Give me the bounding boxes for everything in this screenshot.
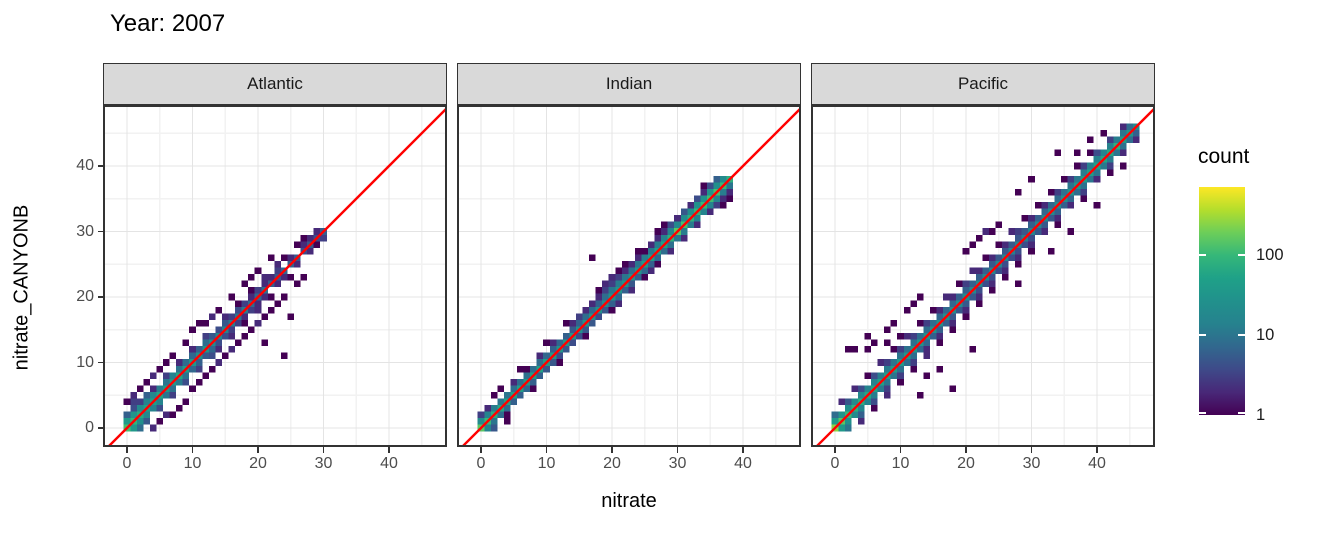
panel-plot-area bbox=[811, 105, 1155, 447]
y-axis-title: nitrate_CANYONB bbox=[10, 204, 33, 371]
identity-line bbox=[460, 106, 801, 447]
facet-strip-label: Pacific bbox=[957, 74, 1009, 93]
chart-title: Year: 2007 bbox=[110, 10, 226, 37]
y-axis-tick bbox=[97, 230, 103, 233]
facet-strip-atlantic: Atlantic bbox=[103, 63, 447, 105]
legend-tick-mark bbox=[1238, 333, 1245, 336]
x-axis-tick bbox=[191, 447, 194, 453]
legend-tick-mark bbox=[1238, 253, 1245, 256]
x-tick-label: 20 bbox=[603, 455, 621, 472]
panel-border bbox=[103, 105, 447, 447]
panel-border bbox=[811, 105, 1155, 447]
x-axis-tick bbox=[388, 447, 390, 453]
panel-pacific bbox=[811, 105, 1155, 447]
legend-colorbar bbox=[1199, 187, 1245, 415]
panel-plot-area bbox=[457, 105, 801, 447]
legend-tick-label: 1 bbox=[1256, 406, 1266, 424]
x-tick-label: 0 bbox=[830, 455, 840, 472]
x-axis-tick bbox=[834, 447, 836, 453]
x-tick-label: 10 bbox=[183, 455, 202, 472]
x-tick-label: 40 bbox=[1088, 455, 1106, 472]
x-axis-tick bbox=[545, 447, 548, 453]
x-tick-label: 10 bbox=[891, 455, 910, 472]
facet-strip-label: Indian bbox=[605, 74, 653, 93]
x-tick-label: 30 bbox=[1022, 455, 1041, 472]
facet-pacific: Pacific 0 10 20 30 40 bbox=[811, 63, 1155, 493]
legend-tick-mark bbox=[1199, 253, 1206, 256]
legend-tick-mark bbox=[1199, 412, 1206, 414]
legend-tick-label: 10 bbox=[1256, 325, 1275, 344]
x-axis-tick bbox=[676, 447, 679, 453]
identity-line bbox=[814, 106, 1155, 447]
x-axis-tick bbox=[257, 447, 259, 453]
facet-strip-pacific: Pacific bbox=[811, 63, 1155, 105]
x-axis-tick bbox=[1030, 447, 1033, 453]
y-tick-label: 10 bbox=[76, 353, 94, 371]
x-axis-tick bbox=[1096, 447, 1098, 453]
panel-border bbox=[457, 105, 801, 447]
legend-tick-mark bbox=[1238, 412, 1245, 414]
x-tick-label: 10 bbox=[537, 455, 556, 472]
x-tick-label: 30 bbox=[314, 455, 333, 472]
x-axis-tick bbox=[480, 447, 482, 453]
x-tick-label: 40 bbox=[734, 455, 752, 472]
identity-line bbox=[106, 106, 447, 447]
facet-atlantic: Atlantic 0 10 20 30 40 bbox=[103, 63, 447, 493]
y-axis-tick bbox=[97, 427, 103, 429]
y-axis-tick bbox=[97, 361, 103, 364]
facet-strip-label: Atlantic bbox=[247, 74, 303, 93]
x-axis-tick bbox=[742, 447, 744, 453]
x-tick-label: 20 bbox=[957, 455, 975, 472]
x-tick-label: 40 bbox=[380, 455, 398, 472]
legend-title: count bbox=[1198, 145, 1250, 168]
x-tick-label: 0 bbox=[122, 455, 132, 472]
x-axis-tick bbox=[965, 447, 967, 453]
y-tick-label: 30 bbox=[76, 222, 94, 240]
x-axis-tick bbox=[322, 447, 325, 453]
panel-plot-area bbox=[103, 105, 447, 447]
x-axis-tick bbox=[899, 447, 902, 453]
x-axis-tick bbox=[611, 447, 613, 453]
facet-strip-indian: Indian bbox=[457, 63, 801, 105]
x-axis-title: nitrate bbox=[601, 490, 657, 512]
panel-indian bbox=[457, 105, 801, 447]
legend-tick-label: 100 bbox=[1256, 245, 1284, 264]
y-tick-label: 40 bbox=[76, 157, 94, 174]
x-axis-tick bbox=[126, 447, 128, 453]
x-tick-label: 20 bbox=[249, 455, 267, 472]
y-tick-label: 0 bbox=[85, 419, 94, 436]
panel-atlantic bbox=[103, 105, 447, 447]
legend-tick-mark bbox=[1199, 333, 1206, 336]
y-axis-tick bbox=[97, 296, 103, 298]
facet-indian: Indian 0 10 20 30 40 bbox=[457, 63, 801, 493]
y-axis-tick bbox=[97, 165, 103, 167]
y-tick-label: 20 bbox=[76, 288, 94, 305]
x-tick-label: 0 bbox=[476, 455, 486, 472]
x-tick-label: 30 bbox=[668, 455, 687, 472]
